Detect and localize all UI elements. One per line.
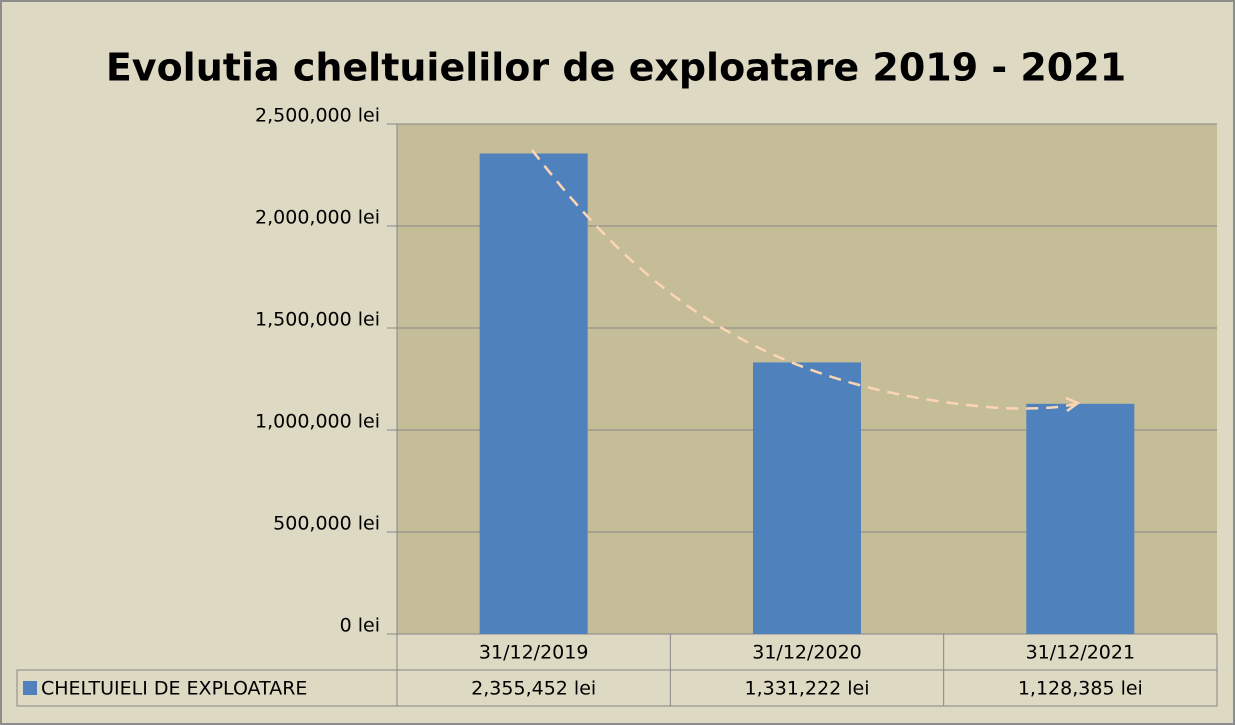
y-tick-label: 2,000,000 lei	[255, 207, 380, 229]
bar	[753, 362, 861, 634]
data-label: 1,331,222 lei	[745, 678, 870, 700]
legend-swatch	[23, 681, 37, 695]
y-tick-label: 0 lei	[340, 615, 380, 637]
trend-arrow	[531, 149, 1076, 410]
x-tick-label: 31/12/2020	[752, 642, 862, 664]
bar	[479, 153, 588, 634]
y-tick-label: 1,000,000 lei	[255, 411, 380, 433]
chart-title: Evolutia cheltuielilor de exploatare 201…	[106, 46, 1126, 90]
bar	[1026, 403, 1135, 634]
trend-arrow-head	[1065, 396, 1081, 413]
legend-cell	[16, 669, 398, 707]
y-tick-label: 2,500,000 lei	[255, 105, 380, 127]
y-tick-label: 1,500,000 lei	[255, 309, 380, 331]
legend-label: CHELTUIELI DE EXPLOATARE	[41, 678, 307, 700]
data-label: 2,355,452 lei	[471, 678, 596, 700]
x-tick-label: 31/12/2019	[479, 642, 589, 664]
data-label: 1,128,385 lei	[1018, 678, 1143, 700]
y-tick-label: 500,000 lei	[273, 513, 380, 535]
x-tick-label: 31/12/2021	[1026, 642, 1136, 664]
